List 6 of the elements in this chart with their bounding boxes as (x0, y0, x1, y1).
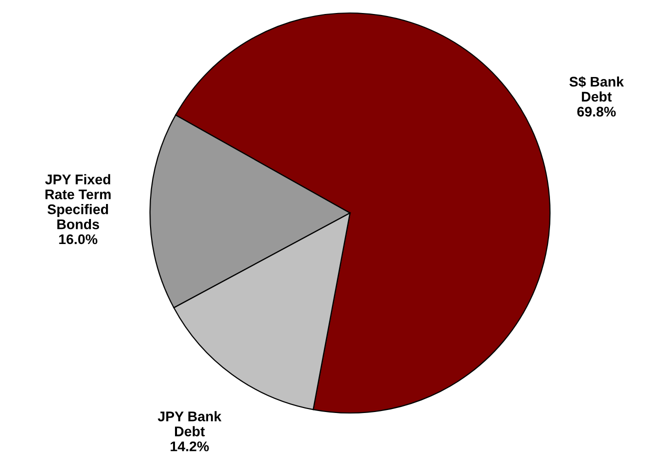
slice-label: JPY Fixed Rate Term Specified Bonds (45, 174, 111, 230)
data-label: 16.0% (59, 234, 98, 244)
slice-label: JPY Bank Debt (158, 411, 222, 436)
data-label: 14.2% (170, 441, 209, 452)
data-label: 69.8% (577, 106, 616, 117)
slice-label: S$ Bank Debt (569, 76, 624, 102)
